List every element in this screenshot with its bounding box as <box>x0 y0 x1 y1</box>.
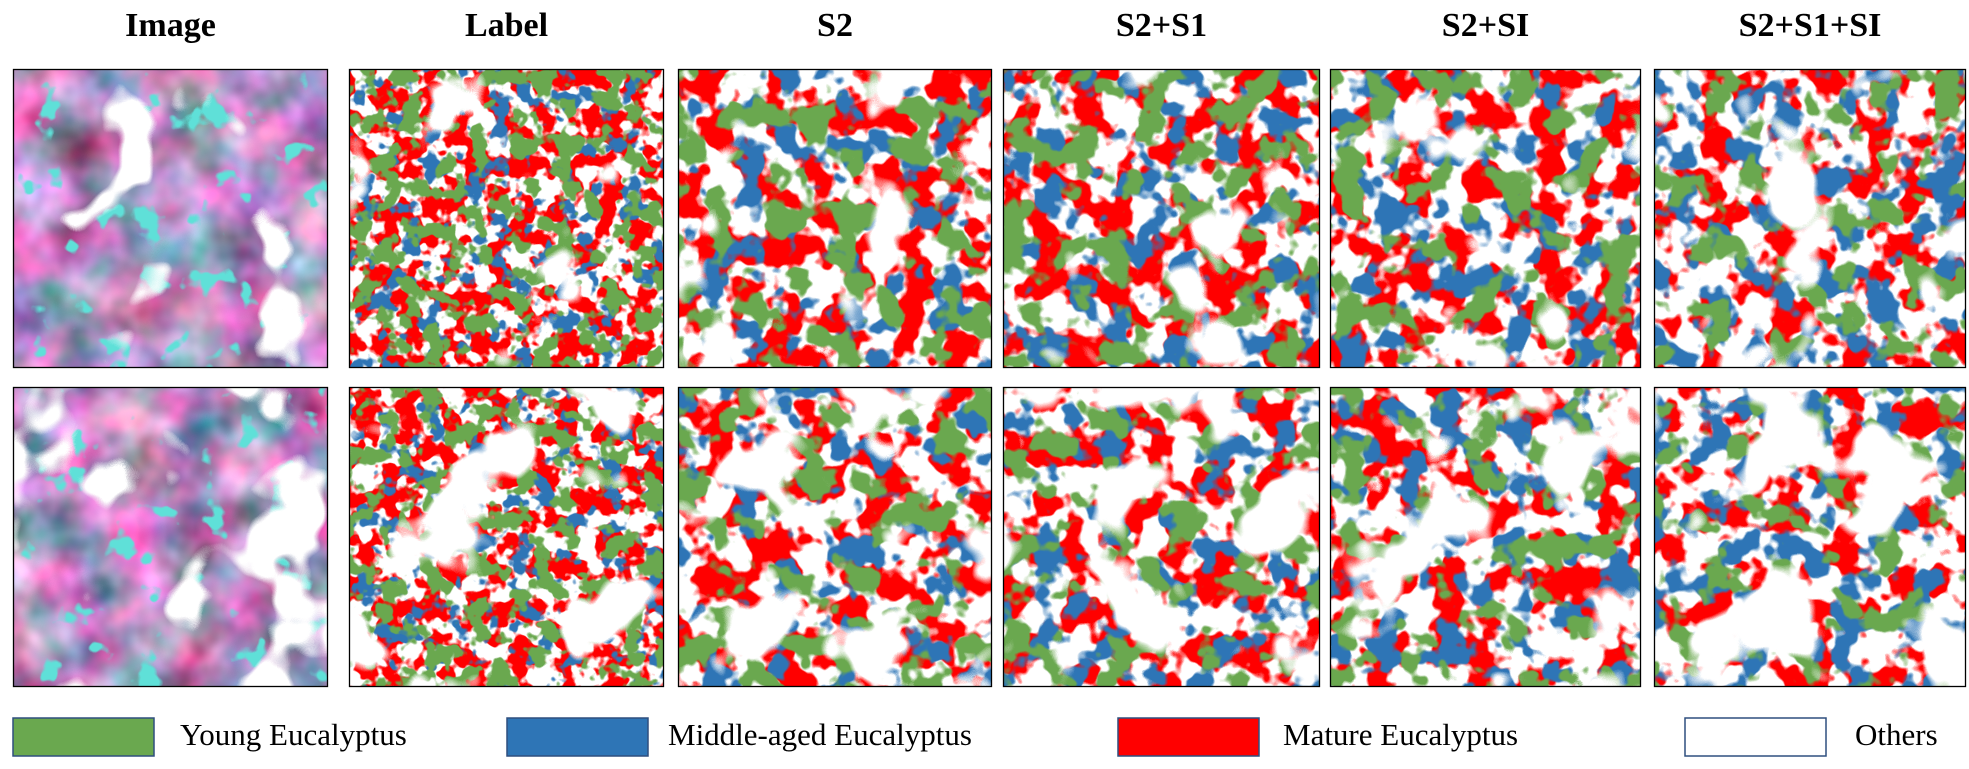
legend-label: Mature Eucalyptus <box>1283 717 1518 752</box>
class-region <box>1330 387 1641 687</box>
column-header: Label <box>465 7 548 44</box>
legend-swatch <box>1117 717 1260 757</box>
panel-border <box>12 386 329 688</box>
classification-map <box>1329 68 1642 369</box>
panel-border <box>1653 386 1967 688</box>
legend-swatch <box>12 717 155 757</box>
panel-border <box>677 68 993 369</box>
classification-map <box>1329 386 1642 688</box>
legend-label: Middle-aged Eucalyptus <box>668 717 972 752</box>
class-region <box>1654 387 1966 687</box>
panel-border <box>1329 386 1642 688</box>
class-region <box>1003 69 1320 368</box>
column-header: S2+SI <box>1442 7 1529 44</box>
class-region <box>13 69 328 368</box>
classification-map <box>1002 68 1321 369</box>
classification-map <box>1653 386 1967 688</box>
legend-label: Others <box>1855 717 1938 752</box>
panel-border <box>677 386 993 688</box>
legend-swatch <box>506 717 649 757</box>
classification-map <box>348 386 665 688</box>
class-region <box>1654 69 1966 368</box>
column-header: S2 <box>817 7 853 44</box>
satellite-image <box>12 386 329 688</box>
class-region <box>13 387 328 687</box>
class-region <box>349 387 664 687</box>
panel-border <box>348 386 665 688</box>
panel-border <box>348 68 665 369</box>
panel-border <box>1329 68 1642 369</box>
classification-map <box>1653 68 1967 369</box>
satellite-image <box>12 68 329 369</box>
class-region <box>1330 69 1641 368</box>
classification-map <box>1002 386 1321 688</box>
class-region <box>349 69 664 368</box>
panel-border <box>1653 68 1967 369</box>
panel-border <box>12 68 329 369</box>
class-region <box>1003 387 1320 687</box>
classification-map <box>348 68 665 369</box>
legend-label: Young Eucalyptus <box>180 717 407 752</box>
panel-border <box>1002 386 1321 688</box>
column-header: Image <box>125 7 216 44</box>
legend-swatch <box>1684 717 1827 757</box>
panel-border <box>1002 68 1321 369</box>
classification-map <box>677 386 993 688</box>
class-region <box>678 69 992 368</box>
column-header: S2+S1+SI <box>1739 7 1882 44</box>
classification-map <box>677 68 993 369</box>
column-header: S2+S1 <box>1116 7 1207 44</box>
class-region <box>678 387 992 687</box>
